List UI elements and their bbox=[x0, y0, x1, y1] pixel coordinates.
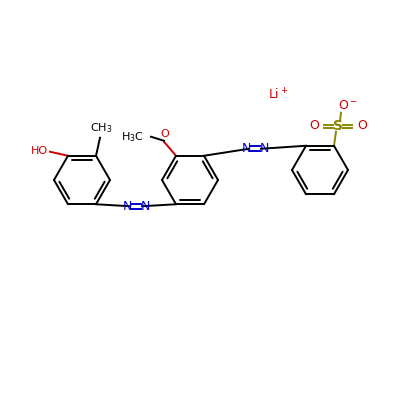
Text: N: N bbox=[122, 200, 132, 213]
Text: HO: HO bbox=[31, 146, 48, 156]
Text: O$^-$: O$^-$ bbox=[338, 99, 358, 112]
Text: N: N bbox=[140, 200, 150, 213]
Text: Li$^+$: Li$^+$ bbox=[268, 87, 288, 103]
Text: CH$_3$: CH$_3$ bbox=[90, 121, 112, 135]
Text: N: N bbox=[259, 142, 269, 155]
Text: S: S bbox=[333, 119, 343, 133]
Text: O: O bbox=[309, 119, 319, 132]
Text: N: N bbox=[241, 142, 251, 155]
Text: O: O bbox=[357, 119, 367, 132]
Text: O: O bbox=[161, 129, 169, 139]
Text: H$_3$C: H$_3$C bbox=[121, 130, 144, 144]
